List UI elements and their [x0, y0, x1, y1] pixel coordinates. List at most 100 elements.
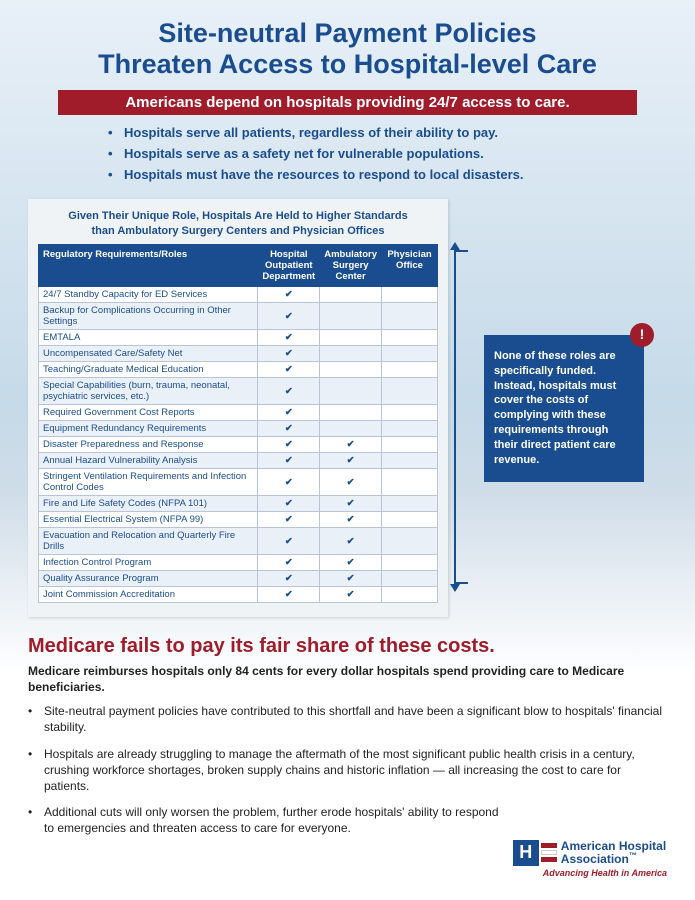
row-label: Quality Assurance Program — [39, 571, 258, 587]
body-bullet-list: Site-neutral payment policies have contr… — [28, 703, 667, 836]
section-subhead: Medicare reimburses hospitals only 84 ce… — [28, 664, 667, 695]
table-row: Joint Commission Accreditation✔✔ — [39, 587, 438, 603]
row-label: Special Capabilities (burn, trauma, neon… — [39, 378, 258, 405]
check-cell — [320, 303, 382, 330]
check-cell: ✔ — [320, 587, 382, 603]
check-cell: ✔ — [258, 469, 320, 496]
check-cell: ✔ — [258, 528, 320, 555]
title-line-1: Site-neutral Payment Policies — [158, 18, 536, 48]
exclaim-icon: ! — [630, 323, 654, 347]
title-line-2: Threaten Access to Hospital-level Care — [98, 49, 597, 79]
row-label: Annual Hazard Vulnerability Analysis — [39, 453, 258, 469]
check-cell — [320, 330, 382, 346]
col-header: Ambulatory Surgery Center — [320, 245, 382, 287]
check-cell — [382, 453, 438, 469]
tm-icon: ™ — [629, 851, 637, 860]
table-row: Fire and Life Safety Codes (NFPA 101)✔✔ — [39, 496, 438, 512]
logo-tagline: Advancing Health in America — [543, 868, 667, 878]
check-cell — [320, 346, 382, 362]
row-label: Teaching/Graduate Medical Education — [39, 362, 258, 378]
row-label: 24/7 Standby Capacity for ED Services — [39, 287, 258, 303]
check-cell: ✔ — [258, 496, 320, 512]
table-caption-line: Given Their Unique Role, Hospitals Are H… — [68, 210, 407, 222]
row-label: Required Government Cost Reports — [39, 405, 258, 421]
check-cell — [382, 512, 438, 528]
check-cell: ✔ — [320, 555, 382, 571]
table-row: Uncompensated Care/Safety Net✔ — [39, 346, 438, 362]
check-cell — [382, 362, 438, 378]
row-label: Equipment Redundancy Requirements — [39, 421, 258, 437]
table-row: Teaching/Graduate Medical Education✔ — [39, 362, 438, 378]
check-cell — [320, 287, 382, 303]
bracket-icon — [454, 218, 476, 598]
check-cell: ✔ — [320, 437, 382, 453]
check-cell — [382, 496, 438, 512]
logo-name-line: Association — [561, 852, 629, 866]
table-row: EMTALA✔ — [39, 330, 438, 346]
check-cell — [382, 437, 438, 453]
body-bullet: Hospitals are already struggling to mana… — [28, 746, 667, 795]
body-bullet: Additional cuts will only worsen the pro… — [28, 804, 667, 836]
aha-logo: H American Hospital Association™ Advanci… — [513, 840, 667, 878]
logo-text: American Hospital Association™ — [561, 840, 666, 866]
check-cell — [382, 555, 438, 571]
check-cell: ✔ — [320, 528, 382, 555]
body-bullet: Site-neutral payment policies have contr… — [28, 703, 667, 735]
check-cell — [382, 346, 438, 362]
logo-mark-icon: H — [513, 840, 539, 866]
table-card: Given Their Unique Role, Hospitals Are H… — [28, 199, 448, 617]
check-cell: ✔ — [258, 346, 320, 362]
requirements-table: Regulatory Requirements/Roles Hospital O… — [38, 244, 438, 603]
check-cell: ✔ — [320, 512, 382, 528]
check-cell — [320, 405, 382, 421]
check-cell: ✔ — [258, 437, 320, 453]
intro-bullet-list: Hospitals serve all patients, regardless… — [108, 123, 667, 185]
col-header: Physician Office — [382, 245, 438, 287]
flag-stripes-icon — [541, 843, 557, 862]
row-label: EMTALA — [39, 330, 258, 346]
row-label: Essential Electrical System (NFPA 99) — [39, 512, 258, 528]
check-cell — [320, 378, 382, 405]
table-row: Stringent Ventilation Requirements and I… — [39, 469, 438, 496]
col-header: Regulatory Requirements/Roles — [39, 245, 258, 287]
check-cell — [320, 421, 382, 437]
table-caption: Given Their Unique Role, Hospitals Are H… — [38, 209, 438, 238]
bracket-callout-group: ! None of these roles are specifically f… — [448, 218, 667, 598]
intro-bullet: Hospitals serve all patients, regardless… — [108, 123, 667, 144]
section-heading: Medicare fails to pay its fair share of … — [28, 635, 667, 658]
page-title: Site-neutral Payment Policies Threaten A… — [28, 18, 667, 80]
check-cell: ✔ — [258, 571, 320, 587]
check-cell: ✔ — [258, 287, 320, 303]
check-cell — [382, 421, 438, 437]
table-row: Disaster Preparedness and Response✔✔ — [39, 437, 438, 453]
col-header: Hospital Outpatient Department — [258, 245, 320, 287]
check-cell: ✔ — [258, 587, 320, 603]
banner: Americans depend on hospitals providing … — [58, 90, 637, 115]
check-cell: ✔ — [258, 303, 320, 330]
check-cell: ✔ — [258, 421, 320, 437]
check-cell: ✔ — [320, 496, 382, 512]
table-row: Infection Control Program✔✔ — [39, 555, 438, 571]
row-label: Backup for Complications Occurring in Ot… — [39, 303, 258, 330]
check-cell: ✔ — [320, 453, 382, 469]
check-cell — [382, 469, 438, 496]
callout-text: None of these roles are specifically fun… — [494, 350, 616, 466]
check-cell — [382, 405, 438, 421]
check-cell: ✔ — [320, 469, 382, 496]
check-cell: ✔ — [258, 405, 320, 421]
intro-bullet: Hospitals serve as a safety net for vuln… — [108, 144, 667, 165]
table-row: Quality Assurance Program✔✔ — [39, 571, 438, 587]
check-cell — [382, 287, 438, 303]
row-label: Disaster Preparedness and Response — [39, 437, 258, 453]
row-label: Joint Commission Accreditation — [39, 587, 258, 603]
check-cell: ✔ — [258, 362, 320, 378]
check-cell — [382, 378, 438, 405]
check-cell — [382, 528, 438, 555]
table-row: Required Government Cost Reports✔ — [39, 405, 438, 421]
check-cell — [382, 587, 438, 603]
table-caption-line: than Ambulatory Surgery Centers and Phys… — [91, 225, 384, 237]
check-cell: ✔ — [320, 571, 382, 587]
row-label: Fire and Life Safety Codes (NFPA 101) — [39, 496, 258, 512]
table-row: Backup for Complications Occurring in Ot… — [39, 303, 438, 330]
row-label: Uncompensated Care/Safety Net — [39, 346, 258, 362]
